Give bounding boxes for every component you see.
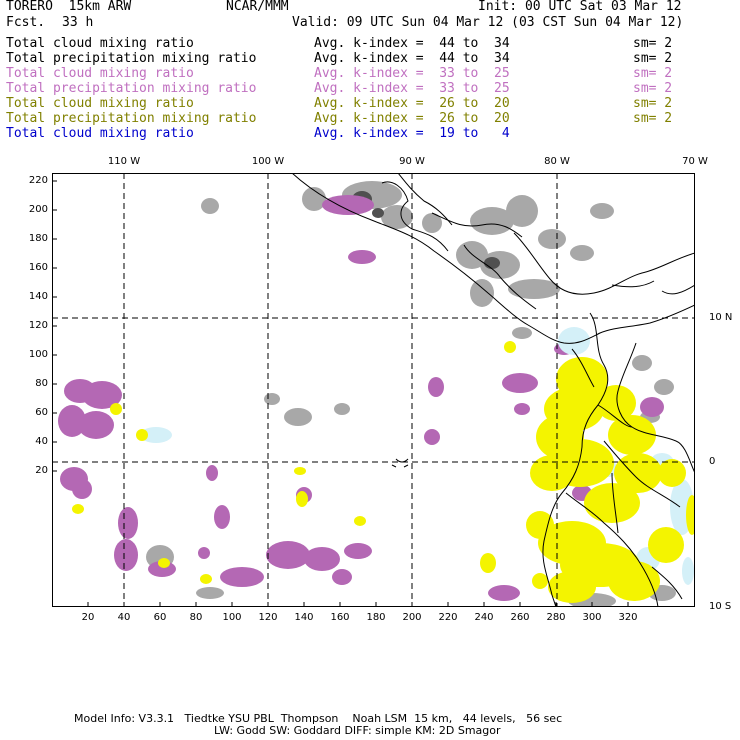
- latitude-label: 10 N: [709, 312, 733, 323]
- left-tick-label: 20: [35, 465, 48, 476]
- latitude-label: 10 S: [709, 601, 732, 612]
- bottom-tick-label: 220: [438, 612, 458, 623]
- legend-field-name: Total cloud mixing ratio: [6, 66, 194, 81]
- cloud-gray: [146, 181, 676, 607]
- legend-row: Total precipitation mixing ratio Avg. k-i…: [6, 111, 736, 126]
- left-tick-label: 160: [28, 262, 48, 273]
- latitude-label: 0: [709, 456, 716, 467]
- forecast-hours: 33 h: [62, 15, 94, 30]
- legend-k-index: Avg. k-index = 26 to 20: [314, 111, 510, 126]
- left-tick-label: 200: [28, 204, 48, 215]
- coastlines: [291, 173, 695, 607]
- legend-k-index: Avg. k-index = 44 to 34: [314, 51, 510, 66]
- longitude-label: 110 W: [107, 156, 141, 167]
- legend-smoothing: sm= 2: [633, 51, 673, 66]
- longitude-label: 70 W: [682, 156, 708, 167]
- longitude-label: 90 W: [399, 156, 425, 167]
- axis-ticks: [52, 180, 629, 607]
- precip-yellow: [72, 341, 695, 603]
- left-tick-label: 180: [28, 233, 48, 244]
- bottom-tick-label: 40: [117, 612, 131, 623]
- left-tick-label: 60: [35, 407, 48, 418]
- institution: NCAR/MMM: [226, 0, 289, 14]
- legend-k-index: Avg. k-index = 33 to 25: [314, 66, 510, 81]
- legend-row: Total precipitation mixing ratio Avg. k-i…: [6, 81, 736, 96]
- left-tick-label: 140: [28, 291, 48, 302]
- left-tick-label: 80: [35, 378, 48, 389]
- model-info-line2: LW: Godd SW: Goddard DIFF: simple KM: 2D…: [214, 724, 501, 737]
- init-time: Init: 00 UTC Sat 03 Mar 12: [478, 0, 682, 14]
- legend-field-name: Total cloud mixing ratio: [6, 96, 194, 111]
- bottom-tick-label: 20: [81, 612, 95, 623]
- bottom-tick-label: 320: [618, 612, 638, 623]
- lat-lon-grid: [52, 173, 695, 607]
- legend-field-name: Total precipitation mixing ratio: [6, 111, 257, 126]
- legend-field-name: Total cloud mixing ratio: [6, 36, 194, 51]
- left-tick-label: 120: [28, 320, 48, 331]
- bottom-tick-label: 140: [294, 612, 314, 623]
- bottom-tick-label: 240: [474, 612, 494, 623]
- legend-field-name: Total cloud mixing ratio: [6, 126, 194, 141]
- longitude-label: 80 W: [544, 156, 570, 167]
- legend-smoothing: sm= 2: [633, 66, 673, 81]
- longitude-label: 100 W: [251, 156, 285, 167]
- legend-field-name: Total precipitation mixing ratio: [6, 81, 257, 96]
- bottom-tick-label: 180: [366, 612, 386, 623]
- bottom-tick-label: 60: [153, 612, 167, 623]
- legend-row: Total cloud mixing ratio Avg. k-index = 2…: [6, 96, 736, 111]
- model-name: TORERO 15km ARW: [6, 0, 132, 14]
- legend-smoothing: sm= 2: [633, 111, 673, 126]
- legend-field-name: Total precipitation mixing ratio: [6, 51, 257, 66]
- legend-k-index: Avg. k-index = 44 to 34: [314, 36, 510, 51]
- legend-smoothing: sm= 2: [633, 96, 673, 111]
- left-tick-label: 220: [28, 175, 48, 186]
- bottom-tick-label: 120: [258, 612, 278, 623]
- bottom-tick-label: 200: [402, 612, 422, 623]
- bottom-tick-label: 280: [546, 612, 566, 623]
- bottom-tick-label: 300: [582, 612, 602, 623]
- legend-k-index: Avg. k-index = 19 to 4: [314, 126, 510, 141]
- legend-smoothing: sm= 2: [633, 81, 673, 96]
- legend-k-index: Avg. k-index = 33 to 25: [314, 81, 510, 96]
- legend-row: Total cloud mixing ratio Avg. k-index = 4…: [6, 36, 736, 51]
- left-tick-label: 100: [28, 349, 48, 360]
- legend-row: Total cloud mixing ratio Avg. k-index = 3…: [6, 66, 736, 81]
- legend-k-index: Avg. k-index = 26 to 20: [314, 96, 510, 111]
- left-tick-label: 40: [35, 436, 48, 447]
- bottom-tick-label: 100: [222, 612, 242, 623]
- model-info-line1: Model Info: V3.3.1 Tiedtke YSU PBL Thomp…: [74, 712, 563, 725]
- legend-row: Total cloud mixing ratio Avg. k-index = 1…: [6, 126, 736, 141]
- weather-map: [52, 173, 695, 607]
- valid-time: Valid: 09 UTC Sun 04 Mar 12 (03 CST Sun …: [292, 15, 684, 30]
- bottom-tick-label: 160: [330, 612, 350, 623]
- legend-smoothing: sm= 2: [633, 36, 673, 51]
- forecast-label: Fcst.: [6, 15, 46, 30]
- legend-row: Total precipitation mixing ratio Avg. k-i…: [6, 51, 736, 66]
- bottom-tick-label: 260: [510, 612, 530, 623]
- bottom-tick-label: 80: [189, 612, 203, 623]
